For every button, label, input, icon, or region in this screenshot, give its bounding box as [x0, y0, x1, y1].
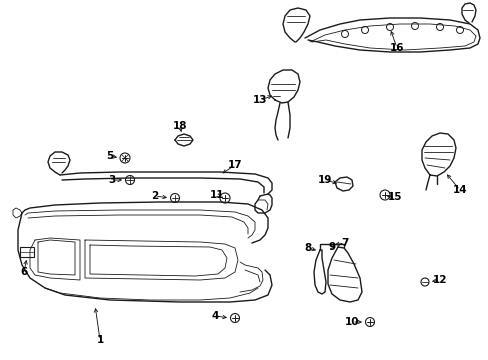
- Text: 10: 10: [344, 317, 359, 327]
- Text: 1: 1: [96, 335, 103, 345]
- Text: 5: 5: [106, 151, 113, 161]
- Text: 2: 2: [151, 191, 158, 201]
- Text: 17: 17: [227, 160, 242, 170]
- Text: 19: 19: [317, 175, 331, 185]
- Text: 6: 6: [20, 267, 27, 277]
- Text: 11: 11: [209, 190, 224, 200]
- Text: 4: 4: [211, 311, 218, 321]
- Text: 8: 8: [304, 243, 311, 253]
- Text: 9: 9: [328, 242, 335, 252]
- Text: 13: 13: [252, 95, 267, 105]
- Text: 12: 12: [432, 275, 447, 285]
- Text: 15: 15: [387, 192, 402, 202]
- Bar: [20, 247, 34, 257]
- Text: 16: 16: [389, 43, 404, 53]
- Text: 7: 7: [341, 238, 348, 248]
- Text: 3: 3: [108, 175, 115, 185]
- Text: 18: 18: [172, 121, 187, 131]
- Text: 14: 14: [452, 185, 467, 195]
